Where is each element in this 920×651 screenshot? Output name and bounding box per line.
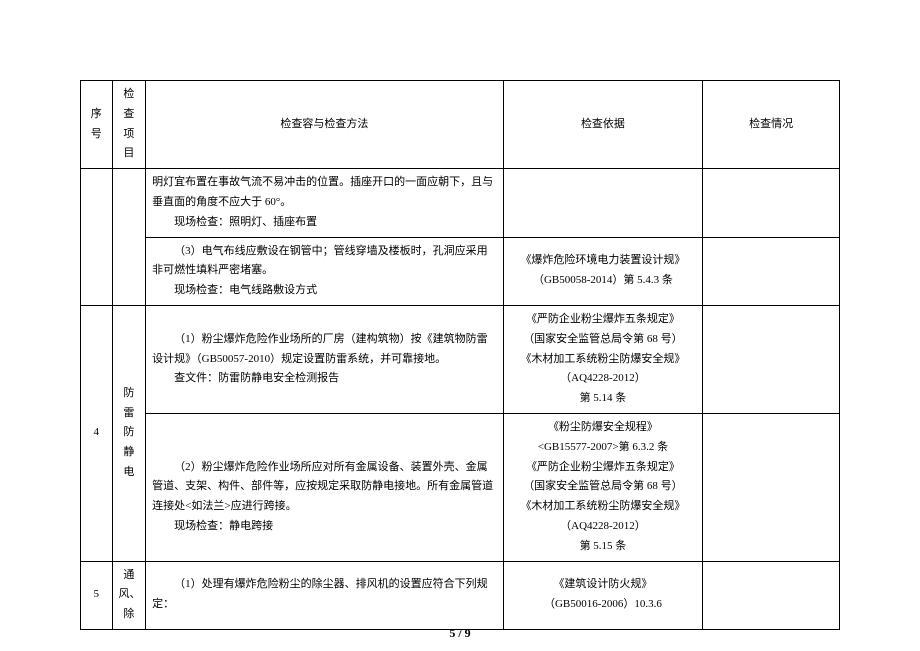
basis-line: 《严防企业粉尘爆炸五条规定》: [526, 313, 680, 325]
content-line: （1）粉尘爆炸危险作业场所的厂房（建构筑物）按《建筑物防雷设计规》（GB5005…: [152, 330, 496, 370]
basis-line: （GB50058-2014）第 5.4.3 条: [533, 274, 673, 286]
cell-basis: 《粉尘防爆安全规程》 <GB15577-2007>第 6.3.2 条 《严防企业…: [503, 413, 703, 561]
cell-content: （1）处理有爆炸危险粉尘的除尘器、排风机的设置应符合下列规定：: [146, 561, 503, 629]
header-status: 检查情况: [703, 81, 840, 169]
basis-line: 《木材加工系统粉尘防爆安全规》: [520, 500, 685, 512]
basis-line: 《粉尘防爆安全规程》: [548, 421, 658, 433]
content-line: 现场检查：静电跨接: [152, 517, 273, 537]
cell-status: [703, 561, 840, 629]
cell-basis: 《建筑设计防火规》 （GB50016-2006）10.3.6: [503, 561, 703, 629]
cell-content: （2）粉尘爆炸危险作业场所应对所有金属设备、装置外壳、金属管道、支架、构件、部件…: [146, 413, 503, 561]
cell-status: [703, 237, 840, 305]
content-line: 查文件：防雷防静电安全检测报告: [152, 369, 339, 389]
table-row: 4 防雷防静电 （1）粉尘爆炸危险作业场所的厂房（建构筑物）按《建筑物防雷设计规…: [81, 305, 840, 413]
basis-line: （AQ4228-2012）: [560, 520, 646, 532]
content-line: （1）处理有爆炸危险粉尘的除尘器、排风机的设置应符合下列规定：: [152, 575, 496, 615]
content-line: 现场检查：照明灯、插座布置: [152, 213, 317, 233]
table-row: 明灯宜布置在事故气流不易冲击的位置。插座开口的一面应朝下，且与垂直面的角度不应大…: [81, 169, 840, 237]
table-row: （2）粉尘爆炸危险作业场所应对所有金属设备、装置外壳、金属管道、支架、构件、部件…: [81, 413, 840, 561]
basis-line: 第 5.14 条: [580, 392, 627, 404]
content-line: （2）粉尘爆炸危险作业场所应对所有金属设备、装置外壳、金属管道、支架、构件、部件…: [152, 458, 496, 517]
content-line: 现场检查：电气线路敷设方式: [152, 281, 317, 301]
basis-line: （AQ4228-2012）: [560, 372, 646, 384]
header-seq: 序号: [81, 81, 113, 169]
document-page: 序号 检查项目 检查容与检查方法 检查依据 检查情况 明灯宜布置在事故气流不易冲…: [0, 0, 920, 651]
basis-line: 《建筑设计防火规》: [553, 578, 652, 590]
cell-basis: 《严防企业粉尘爆炸五条规定》 （国家安全监管总局令第 68 号） 《木材加工系统…: [503, 305, 703, 413]
cell-basis: [503, 169, 703, 237]
table-row: （3）电气布线应敷设在钢管中；管线穿墙及楼板时，孔洞应采用非可燃性填料严密堵塞。…: [81, 237, 840, 305]
cell-seq: 5: [81, 561, 113, 629]
cell-item: [112, 169, 146, 306]
cell-status: [703, 305, 840, 413]
table-header-row: 序号 检查项目 检查容与检查方法 检查依据 检查情况: [81, 81, 840, 169]
basis-line: <GB15577-2007>第 6.3.2 条: [538, 441, 668, 453]
basis-line: 《爆炸危险环境电力装置设计规》: [520, 254, 685, 266]
cell-seq: [81, 169, 113, 306]
cell-content: （1）粉尘爆炸危险作业场所的厂房（建构筑物）按《建筑物防雷设计规》（GB5005…: [146, 305, 503, 413]
table-row: 5 通风、除 （1）处理有爆炸危险粉尘的除尘器、排风机的设置应符合下列规定： 《…: [81, 561, 840, 629]
cell-basis: 《爆炸危险环境电力装置设计规》 （GB50058-2014）第 5.4.3 条: [503, 237, 703, 305]
cell-item: 通风、除: [112, 561, 146, 629]
cell-item: 防雷防静电: [112, 305, 146, 561]
basis-line: 第 5.15 条: [580, 540, 627, 552]
content-line: （3）电气布线应敷设在钢管中；管线穿墙及楼板时，孔洞应采用非可燃性填料严密堵塞。: [152, 242, 496, 282]
header-content: 检查容与检查方法: [146, 81, 503, 169]
page-number: 5 / 9: [0, 626, 920, 641]
cell-status: [703, 169, 840, 237]
basis-line: 《木材加工系统粉尘防爆安全规》: [520, 353, 685, 365]
header-item: 检查项目: [112, 81, 146, 169]
header-basis: 检查依据: [503, 81, 703, 169]
cell-content: 明灯宜布置在事故气流不易冲击的位置。插座开口的一面应朝下，且与垂直面的角度不应大…: [146, 169, 503, 237]
basis-line: （GB50016-2006）10.3.6: [544, 598, 662, 610]
basis-line: （国家安全监管总局令第 68 号）: [523, 480, 683, 492]
basis-line: （国家安全监管总局令第 68 号）: [523, 333, 683, 345]
cell-status: [703, 413, 840, 561]
content-line: 明灯宜布置在事故气流不易冲击的位置。插座开口的一面应朝下，且与垂直面的角度不应大…: [152, 176, 493, 208]
cell-seq: 4: [81, 305, 113, 561]
cell-content: （3）电气布线应敷设在钢管中；管线穿墙及楼板时，孔洞应采用非可燃性填料严密堵塞。…: [146, 237, 503, 305]
basis-line: 《严防企业粉尘爆炸五条规定》: [526, 461, 680, 473]
inspection-table: 序号 检查项目 检查容与检查方法 检查依据 检查情况 明灯宜布置在事故气流不易冲…: [80, 80, 840, 630]
